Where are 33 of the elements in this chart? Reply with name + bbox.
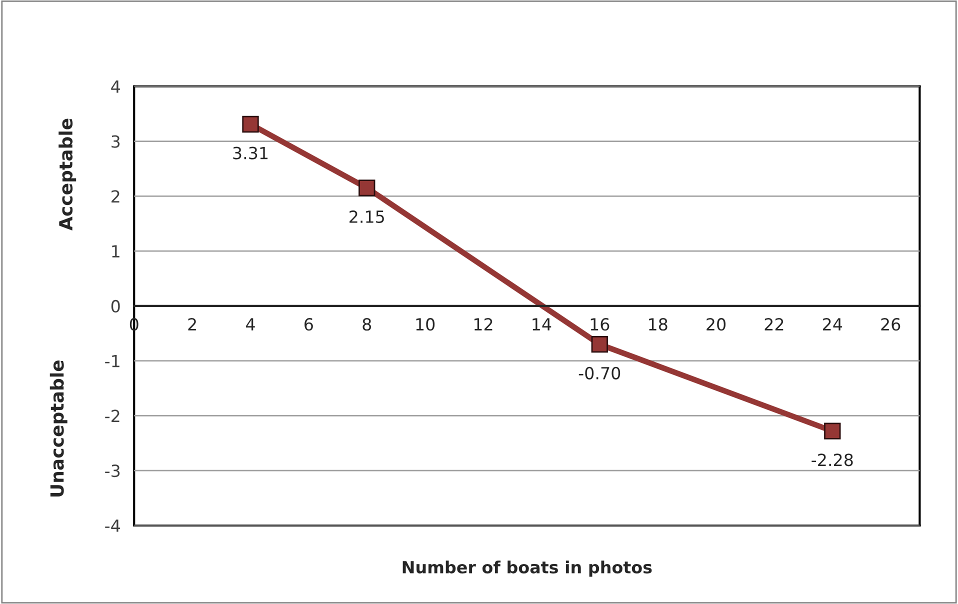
x-tick-label: 6 [304, 318, 313, 331]
x-tick-label: 24 [823, 318, 842, 330]
point [358, 180, 376, 196]
x-tick-label: 8 [362, 318, 372, 331]
y-tick-label: 3 [112, 135, 120, 148]
data-label: 3.31 [233, 146, 268, 160]
point [591, 336, 608, 353]
x-tick-label: 4 [246, 318, 255, 330]
y-tick-label: -3 [105, 464, 120, 478]
text: Acceptable [58, 118, 76, 230]
data-label: -2.28 [812, 454, 853, 466]
x-tick-label: 26 [881, 318, 900, 331]
y-tick-label: -1 [105, 354, 120, 368]
data-label: -0.70 [578, 366, 620, 380]
y-tick-label: 1 [112, 245, 120, 258]
x-tick-label: 12 [474, 318, 492, 330]
y-tick-label: 0 [111, 300, 120, 312]
point [824, 422, 841, 440]
y-tick-label: -4 [105, 520, 120, 532]
data-label: 2.15 [350, 210, 384, 224]
x-tick-label: 14 [532, 318, 552, 330]
y-axis-title: Unacceptable [50, 360, 68, 496]
y-tick-label: 2 [112, 190, 120, 202]
x-tick-label: 18 [649, 318, 668, 331]
y-tick-label: 4 [111, 80, 120, 93]
x-tick-label: 2 [188, 318, 196, 330]
x-tick-label: 16 [590, 318, 610, 331]
x-axis-title: Number of boats in photos [402, 560, 652, 577]
x-tick-label: 22 [764, 318, 784, 330]
y-tick-label: -2 [105, 410, 120, 422]
x-tick-label: 20 [706, 318, 726, 331]
point [242, 116, 259, 133]
x-tick-label: 10 [416, 318, 435, 331]
